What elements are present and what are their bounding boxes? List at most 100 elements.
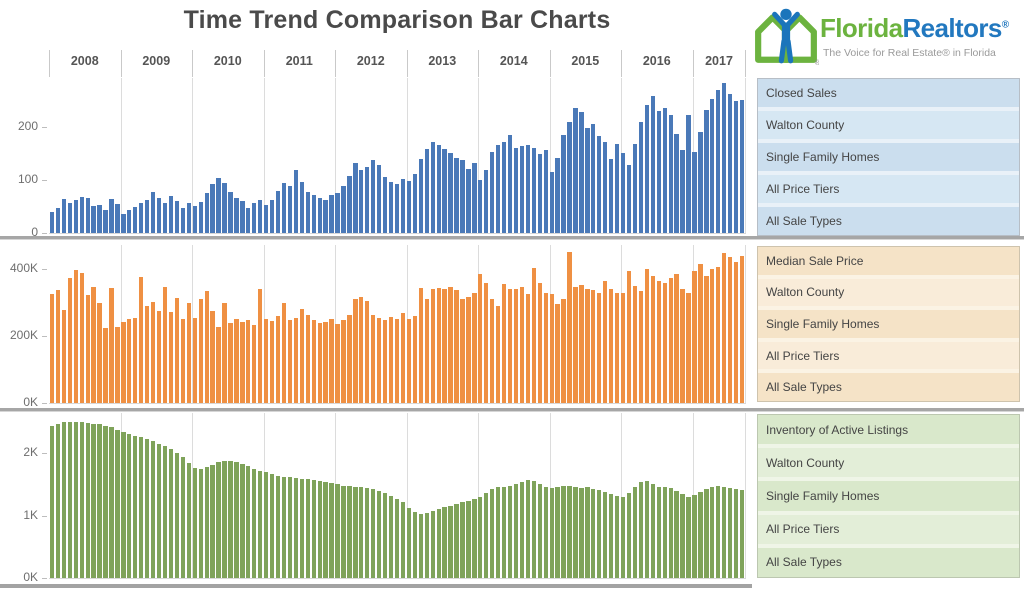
bar[interactable] [186, 303, 191, 403]
bar[interactable] [406, 508, 412, 578]
bar[interactable] [103, 425, 108, 578]
bar[interactable] [353, 486, 358, 578]
bar[interactable] [299, 182, 304, 233]
bar[interactable] [269, 321, 275, 403]
bar[interactable] [382, 319, 388, 403]
bar[interactable] [198, 469, 203, 578]
bar[interactable] [287, 319, 293, 403]
bar[interactable] [162, 203, 168, 233]
bar[interactable] [591, 124, 596, 233]
bar[interactable] [561, 134, 566, 233]
bar[interactable] [359, 487, 364, 578]
bar[interactable] [692, 494, 697, 578]
bar[interactable] [668, 115, 673, 233]
bar[interactable] [436, 287, 441, 403]
bar[interactable] [210, 310, 215, 403]
bar[interactable] [454, 503, 459, 578]
bar[interactable] [442, 507, 447, 578]
bar[interactable] [484, 493, 489, 578]
bar[interactable] [275, 475, 281, 578]
bar[interactable] [216, 462, 221, 578]
bar[interactable] [204, 467, 209, 578]
bar[interactable] [692, 152, 697, 233]
bar[interactable] [150, 441, 156, 578]
bar[interactable] [371, 159, 376, 233]
bar[interactable] [686, 497, 691, 578]
bar[interactable] [174, 453, 180, 578]
bar[interactable] [359, 170, 364, 233]
bar[interactable] [620, 153, 626, 233]
bar[interactable] [692, 270, 697, 403]
bar[interactable] [603, 491, 608, 578]
bar[interactable] [168, 449, 174, 578]
bar[interactable] [287, 186, 293, 233]
bar[interactable] [418, 158, 423, 233]
bar[interactable] [585, 127, 590, 233]
bar[interactable] [264, 319, 269, 403]
bar[interactable] [424, 299, 429, 403]
bar[interactable] [216, 178, 221, 233]
bar[interactable] [674, 134, 679, 233]
bar[interactable] [359, 296, 364, 403]
bar[interactable] [638, 482, 644, 578]
bar[interactable] [472, 292, 477, 403]
bar[interactable] [579, 111, 584, 233]
bar[interactable] [317, 481, 322, 578]
bar[interactable] [442, 149, 447, 233]
bar[interactable] [478, 179, 483, 233]
bar[interactable] [127, 319, 132, 403]
bar[interactable] [490, 299, 495, 403]
bar[interactable] [317, 197, 322, 233]
bar[interactable] [264, 472, 269, 578]
bar[interactable] [597, 489, 602, 578]
bar[interactable] [174, 201, 180, 233]
bar[interactable] [501, 284, 507, 403]
bar[interactable] [133, 435, 138, 578]
bar[interactable] [519, 146, 525, 233]
bar[interactable] [67, 278, 72, 403]
bar[interactable] [204, 192, 209, 233]
bar[interactable] [537, 154, 542, 233]
bar[interactable] [139, 203, 144, 233]
bar[interactable] [49, 211, 55, 233]
bar[interactable] [180, 319, 186, 403]
bar[interactable] [454, 157, 459, 233]
bar[interactable] [567, 121, 572, 233]
bar[interactable] [216, 326, 221, 403]
bar[interactable] [246, 466, 251, 578]
bar[interactable] [156, 197, 162, 233]
bar[interactable] [626, 270, 632, 403]
bar[interactable] [650, 275, 655, 403]
bar[interactable] [716, 267, 721, 403]
bar[interactable] [650, 484, 655, 578]
bar[interactable] [466, 296, 471, 403]
bar[interactable] [335, 484, 340, 578]
bar[interactable] [323, 200, 328, 233]
bar[interactable] [222, 303, 227, 403]
bar[interactable] [400, 178, 406, 233]
bar[interactable] [258, 470, 263, 578]
bar[interactable] [91, 423, 96, 578]
bar[interactable] [293, 478, 299, 578]
bar[interactable] [555, 486, 560, 578]
bar[interactable] [543, 486, 548, 578]
bar[interactable] [109, 427, 114, 578]
bar[interactable] [347, 486, 352, 578]
bar[interactable] [549, 488, 554, 578]
bar[interactable] [121, 213, 126, 233]
bar[interactable] [299, 309, 304, 403]
bar[interactable] [335, 192, 340, 233]
bar[interactable] [180, 457, 186, 578]
bar[interactable] [79, 273, 84, 403]
bar[interactable] [406, 318, 412, 403]
bar[interactable] [620, 292, 626, 403]
bar[interactable] [269, 474, 275, 578]
bar[interactable] [525, 293, 531, 403]
bar[interactable] [79, 422, 84, 578]
bar[interactable] [240, 201, 245, 233]
bar[interactable] [466, 500, 471, 578]
bar[interactable] [537, 484, 542, 578]
bar[interactable] [204, 290, 209, 403]
bar[interactable] [603, 141, 608, 233]
bar[interactable] [490, 488, 495, 578]
